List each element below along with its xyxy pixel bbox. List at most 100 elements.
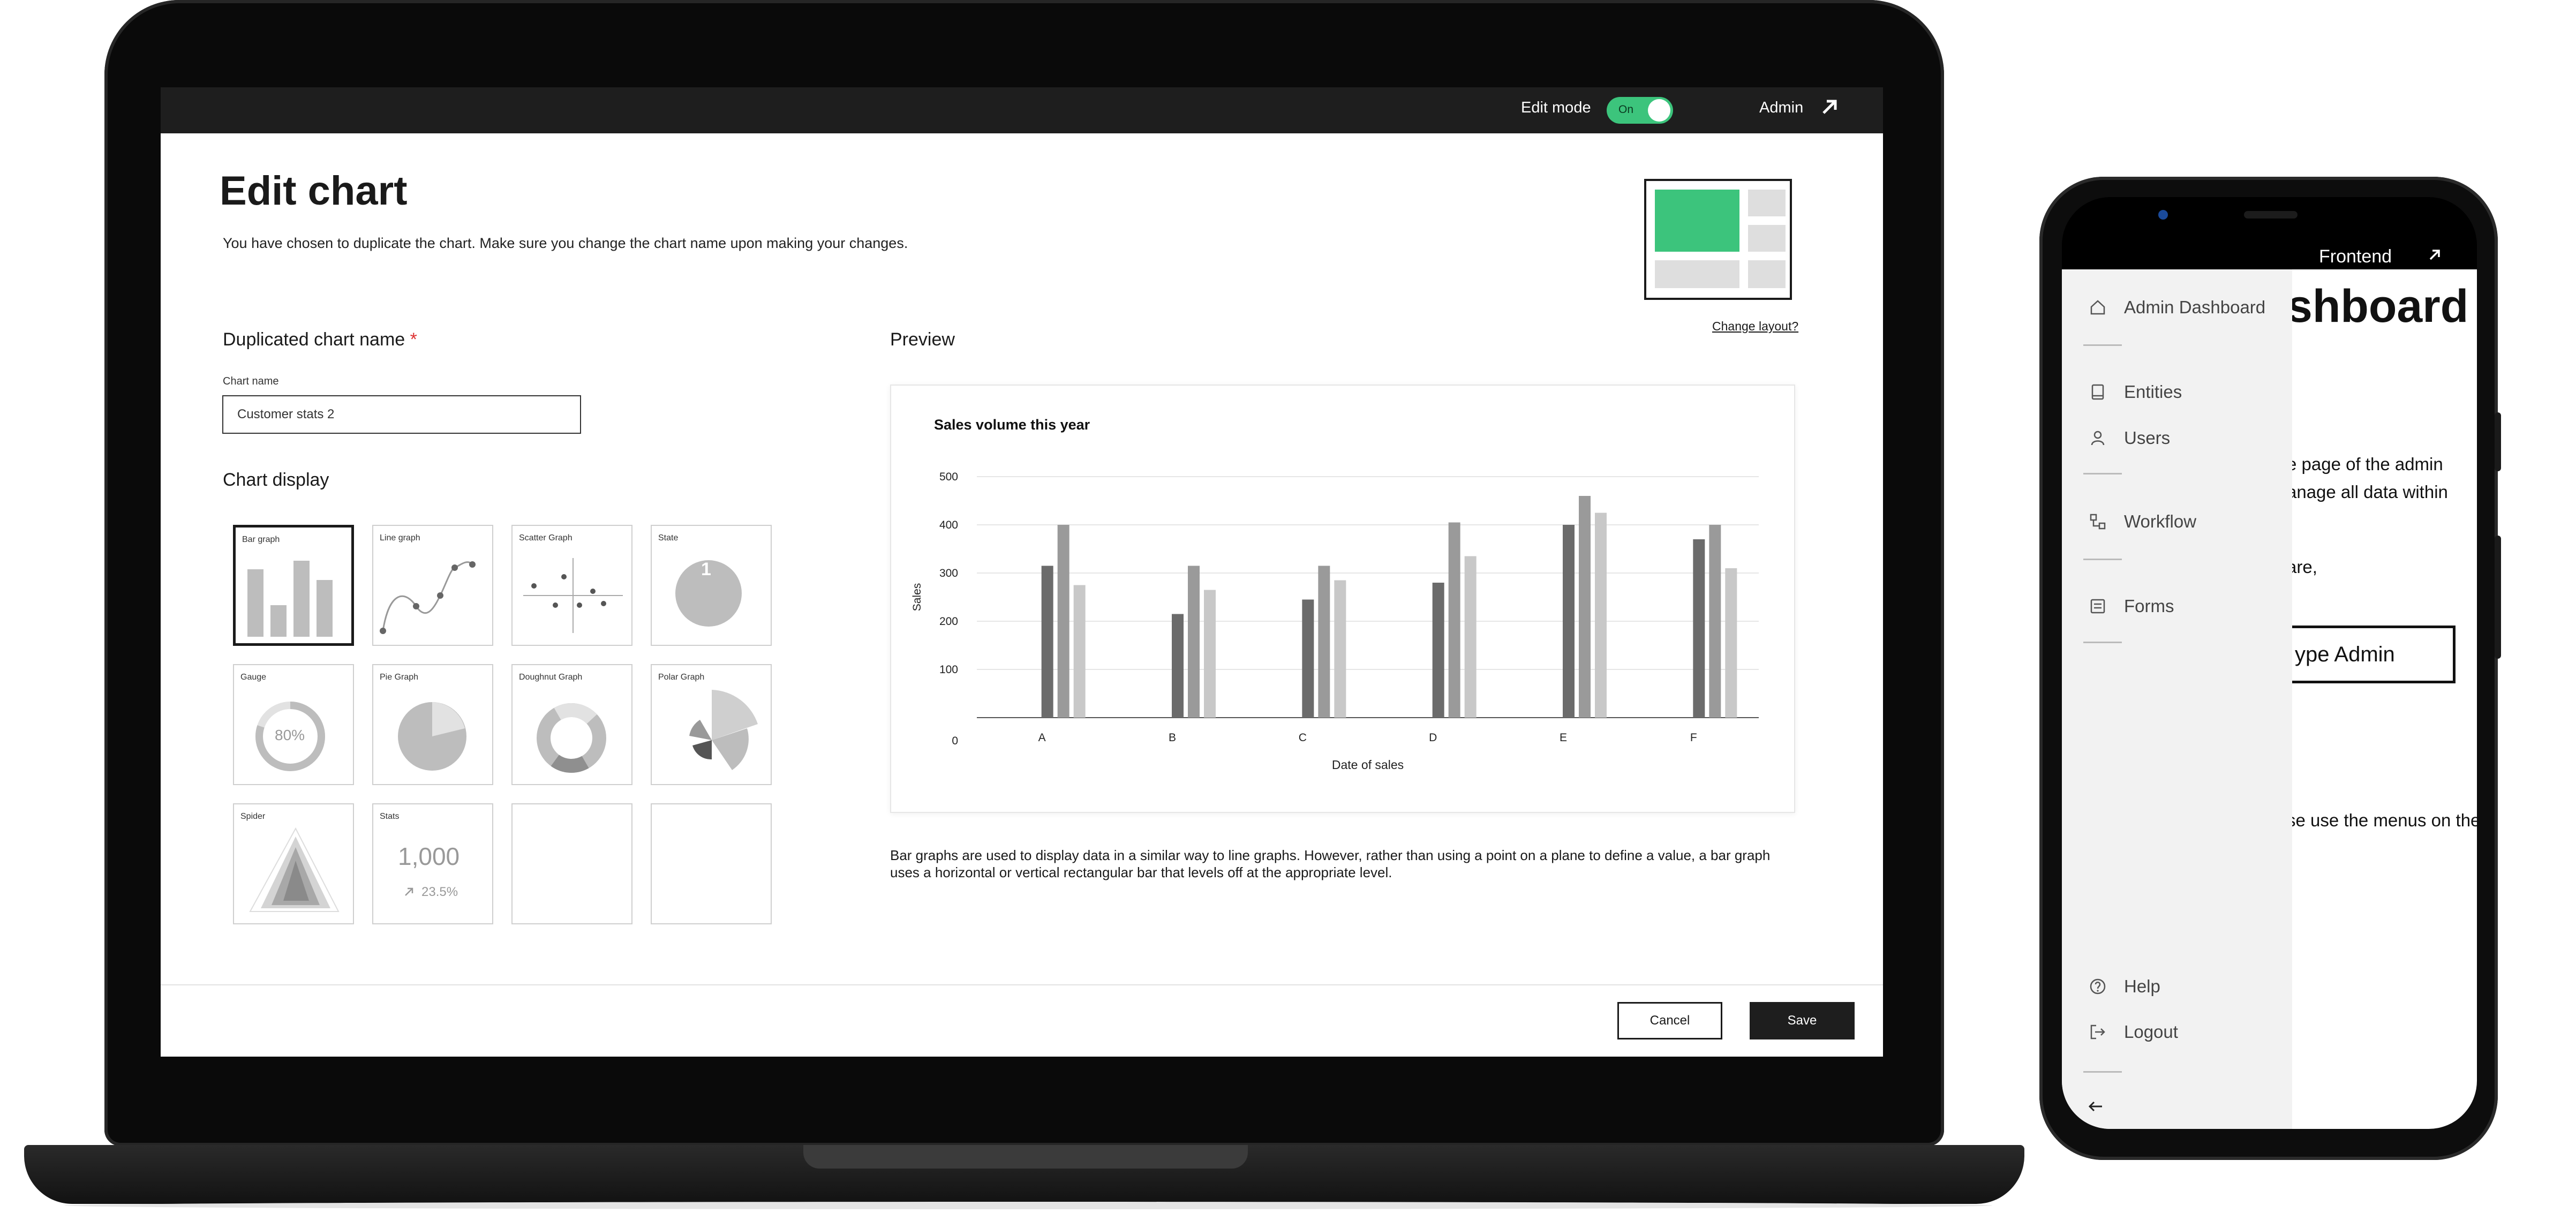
chart-type-empty-slot[interactable] [651, 803, 772, 924]
chart-type-line-graph[interactable]: Line graph [372, 525, 493, 646]
save-button[interactable]: Save [1750, 1002, 1855, 1039]
chart-type-doughnut-graph[interactable]: Doughnut Graph [511, 664, 632, 785]
drawer-item-label: Admin Dashboard [2124, 297, 2266, 317]
card-label: Scatter Graph [519, 533, 573, 543]
edit-mode-label: Edit mode [1521, 99, 1591, 116]
drawer-item-users[interactable]: Users [2089, 428, 2170, 448]
bar [1204, 590, 1216, 718]
phone-content: shboard e page of the admin anage all da… [2062, 269, 2477, 1129]
drawer-item-label: Entities [2124, 382, 2182, 402]
chart-name-input[interactable] [222, 395, 581, 434]
frontend-link[interactable]: Frontend [2319, 246, 2392, 267]
card-label: Pie Graph [380, 673, 419, 682]
bar [1579, 496, 1591, 718]
cancel-button[interactable]: Cancel [1617, 1002, 1722, 1039]
drawer-divider [2083, 1071, 2122, 1073]
help-icon [2090, 978, 2106, 994]
x-tick-label: C [1299, 732, 1307, 744]
x-tick-label: D [1429, 732, 1437, 744]
y-axis-label: Sales [911, 583, 923, 612]
bar [1041, 566, 1053, 718]
drawer-divider [2083, 344, 2122, 346]
admin-link[interactable]: Admin [1759, 99, 1804, 116]
chart-name-label: Chart name [223, 375, 279, 387]
chart-name-heading-text: Duplicated chart name [223, 329, 405, 350]
page-title: Edit chart [220, 168, 408, 214]
chart-type-empty-slot[interactable] [511, 803, 632, 924]
laptop-shadow [64, 1202, 1992, 1209]
bar [1172, 614, 1184, 718]
drawer-divider [2083, 559, 2122, 560]
drawer-item-logout[interactable]: Logout [2089, 1022, 2178, 1042]
chart-type-stats[interactable]: Stats 1,000 23.5% [372, 803, 493, 924]
drawer-item-workflow[interactable]: Workflow [2089, 511, 2196, 532]
chart-type-scatter-graph[interactable]: Scatter Graph [511, 525, 632, 646]
layout-side-block [1748, 260, 1786, 288]
phone-top-bar: Frontend [2062, 240, 2477, 269]
pie-graph-icon [398, 702, 466, 771]
spider-icon [249, 827, 340, 912]
intro-text: anage all data within [2287, 482, 2448, 502]
chart-type-bar-graph[interactable]: Bar graph [233, 525, 354, 646]
toggle-knob [1648, 99, 1670, 122]
scatter-graph-icon [523, 558, 623, 633]
y-tick-label: 500 [939, 471, 958, 483]
layout-bottom-block [1655, 260, 1739, 288]
x-tick-label: A [1038, 732, 1046, 744]
drawer-item-label: Help [2124, 976, 2160, 996]
chart-type-gauge[interactable]: Gauge 80% [233, 664, 354, 785]
card-label: Line graph [380, 533, 420, 543]
dashboard-title: shboard [2287, 281, 2469, 332]
chart-display-heading: Chart display [223, 470, 329, 490]
gauge-icon [255, 702, 325, 771]
y-tick-label: 400 [939, 519, 958, 531]
bar [1302, 599, 1314, 718]
external-arrow-icon[interactable] [2426, 245, 2444, 263]
chart-type-polar-graph[interactable]: Polar Graph [651, 664, 772, 785]
line-graph-icon [380, 561, 476, 634]
drawer-item-admin-dashboard[interactable]: Admin Dashboard [2089, 297, 2265, 318]
bar-chart: Sales volume this year 0 100 200 300 400 500 A B… [911, 417, 1759, 772]
layout-thumbnail[interactable] [1644, 179, 1792, 300]
state-icon [675, 560, 742, 627]
drawer-item-entities[interactable]: Entities [2089, 382, 2182, 402]
bar [1318, 566, 1330, 718]
chart-title: Sales volume this year [934, 417, 1090, 433]
drawer-item-help[interactable]: Help [2089, 976, 2160, 997]
drawer-item-label: Workflow [2124, 511, 2197, 531]
chart-type-state[interactable]: State 1 [651, 525, 772, 646]
y-tick-label: 300 [939, 567, 958, 579]
book-icon [2091, 384, 2104, 400]
change-layout-link[interactable]: Change layout? [1712, 319, 1799, 333]
front-camera [2158, 210, 2168, 220]
x-tick-label: F [1690, 732, 1697, 744]
required-mark: * [410, 329, 417, 350]
card-label: Bar graph [242, 535, 280, 544]
gauge-value: 80% [275, 727, 305, 743]
x-tick-label: E [1560, 732, 1567, 744]
state-value: 1 [701, 559, 711, 579]
layout-side-block [1748, 190, 1786, 216]
drawer-item-forms[interactable]: Forms [2089, 596, 2174, 616]
type-admin-button[interactable]: ype Admin [2279, 626, 2456, 683]
y-tick-label: 100 [939, 664, 958, 676]
card-label: State [658, 533, 679, 543]
chart-type-spider[interactable]: Spider [233, 803, 354, 924]
external-arrow-icon[interactable] [1818, 95, 1842, 118]
chart-type-pie-graph[interactable]: Pie Graph [372, 664, 493, 785]
polar-graph-icon [689, 690, 758, 770]
bar [1188, 566, 1200, 718]
edit-mode-toggle[interactable]: On [1607, 97, 1673, 124]
x-axis-label: Date of sales [1332, 758, 1404, 772]
bar-graph-icon [247, 561, 333, 637]
back-arrow-icon[interactable] [2086, 1097, 2105, 1116]
card-label: Doughnut Graph [519, 673, 583, 682]
x-tick-label: B [1169, 732, 1176, 744]
toggle-state-text: On [1618, 103, 1634, 116]
layout-main-block [1655, 190, 1739, 252]
chart-description: Bar graphs are used to display data in a… [890, 847, 1771, 880]
bar [1563, 525, 1575, 718]
laptop-screen: Edit mode On Admin Edit chart You have c… [161, 87, 1883, 1057]
bar [1464, 556, 1477, 718]
bar [1073, 585, 1086, 718]
